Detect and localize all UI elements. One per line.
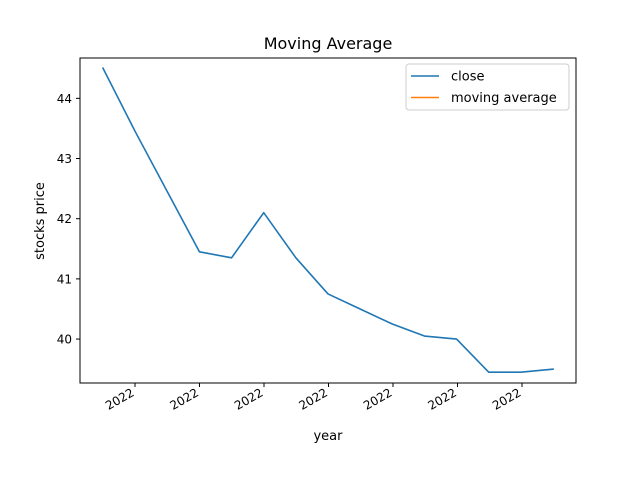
y-tick-label: 44 — [57, 92, 72, 106]
legend-box — [405, 63, 570, 111]
legend-label: close — [451, 70, 484, 85]
series-line-close — [101, 67, 554, 373]
legend-label: moving average — [451, 91, 557, 106]
y-tick-label: 42 — [57, 212, 72, 226]
y-axis: 40 41 42 43 44 — [57, 92, 80, 347]
y-tick-label: 41 — [57, 272, 72, 286]
legend: close moving average — [405, 63, 570, 111]
y-axis-label: stocks price — [33, 182, 48, 260]
series-lines — [101, 67, 554, 373]
chart-title: Moving Average — [264, 34, 393, 53]
x-axis-label: year — [313, 429, 343, 444]
y-tick-label: 43 — [57, 152, 72, 166]
y-tick-label: 40 — [57, 333, 72, 347]
